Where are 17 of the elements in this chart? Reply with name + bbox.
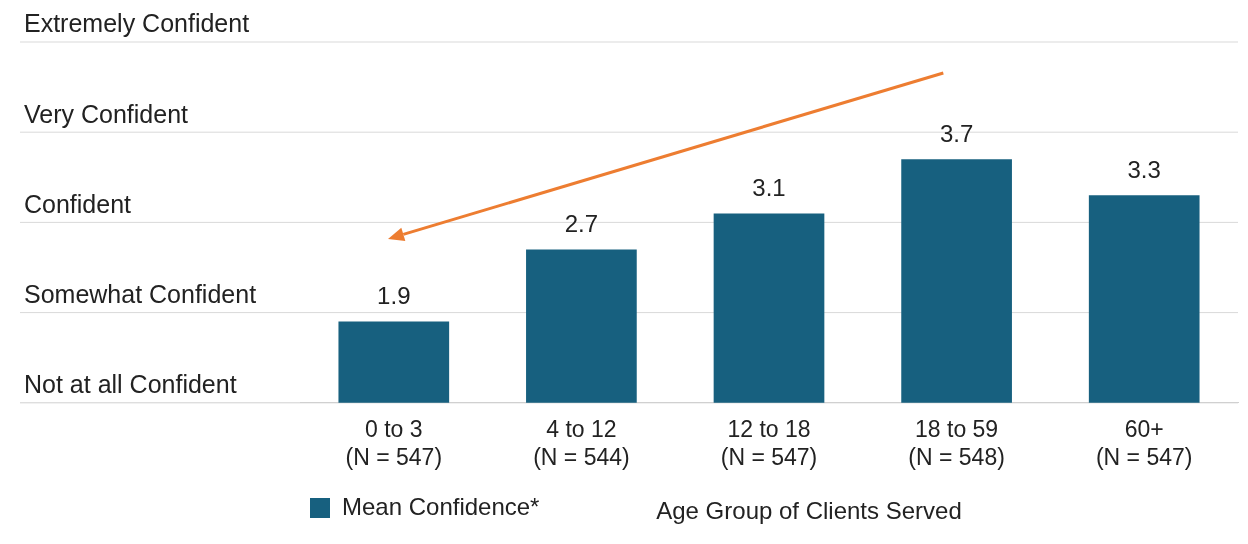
data-label: 3.7 bbox=[939, 119, 974, 147]
data-label: 3.3 bbox=[1127, 155, 1161, 183]
ref-line-label: Confident bbox=[24, 189, 132, 218]
x-tick-label: 0 to 3 (N = 547) bbox=[345, 415, 443, 470]
legend-label: Mean Confidence* bbox=[342, 492, 540, 520]
data-label: 2.7 bbox=[564, 210, 599, 238]
data-label: 3.1 bbox=[752, 174, 786, 202]
x-axis-title: Age Group of Clients Served bbox=[656, 496, 962, 524]
x-tick-label: 12 to 18 (N = 547) bbox=[720, 415, 818, 470]
x-tick-label: 4 to 12 (N = 544) bbox=[533, 415, 630, 470]
ref-line-label: Very Confident bbox=[24, 99, 189, 128]
ref-line-label: Somewhat Confident bbox=[24, 279, 257, 308]
data-label: 1.9 bbox=[377, 282, 411, 310]
x-tick-label: 60+ (N = 547) bbox=[1095, 415, 1193, 470]
ref-line-label: Not at all Confident bbox=[24, 370, 237, 399]
ref-line-label: Extremely Confident bbox=[24, 9, 250, 38]
x-tick-label: 18 to 59 (N = 548) bbox=[908, 415, 1005, 470]
